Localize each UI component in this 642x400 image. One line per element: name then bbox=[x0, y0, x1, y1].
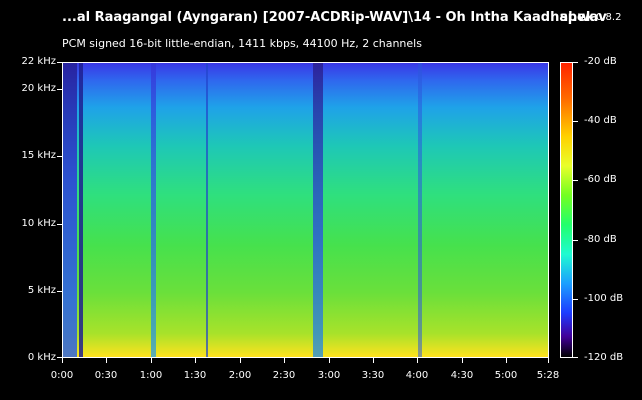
db-tick-mark bbox=[573, 62, 578, 63]
freq-tick-mark bbox=[57, 291, 62, 292]
time-tick-mark bbox=[240, 358, 241, 363]
db-tick-mark bbox=[573, 240, 578, 241]
app-name: spek bbox=[560, 10, 595, 25]
time-tick-label: 5:00 bbox=[494, 370, 518, 381]
freq-tick-label: 5 kHz bbox=[27, 285, 56, 296]
spectrogram-dark-band bbox=[79, 63, 83, 357]
time-tick-mark bbox=[462, 358, 463, 363]
time-tick-mark bbox=[417, 358, 418, 363]
spectrogram-dark-band bbox=[151, 63, 156, 357]
db-tick-label: -40 dB bbox=[584, 115, 617, 126]
time-tick-label: 2:30 bbox=[272, 370, 296, 381]
freq-tick-label: 10 kHz bbox=[21, 218, 56, 229]
db-tick-label: -20 dB bbox=[584, 56, 617, 67]
time-tick-label: 1:00 bbox=[139, 370, 163, 381]
db-tick-mark bbox=[573, 299, 578, 300]
db-tick-mark bbox=[573, 180, 578, 181]
file-title: ...al Raagangal (Ayngaran) [2007-ACDRip-… bbox=[62, 10, 607, 25]
freq-tick-mark bbox=[57, 156, 62, 157]
freq-tick-mark bbox=[57, 224, 62, 225]
app-name-label: spek bbox=[560, 10, 595, 25]
freq-tick-label: 20 kHz bbox=[21, 83, 56, 94]
db-tick-label: -120 dB bbox=[584, 352, 624, 363]
time-tick-mark bbox=[62, 358, 63, 363]
time-tick-mark bbox=[373, 358, 374, 363]
spectrogram-dark-band bbox=[313, 63, 323, 357]
freq-tick-label: 15 kHz bbox=[21, 150, 56, 161]
stream-info: PCM signed 16-bit little-endian, 1411 kb… bbox=[62, 37, 422, 50]
time-tick-label: 2:00 bbox=[228, 370, 252, 381]
db-color-scale bbox=[560, 62, 573, 358]
time-tick-mark bbox=[548, 358, 549, 363]
time-tick-mark bbox=[284, 358, 285, 363]
freq-tick-label: 0 kHz bbox=[27, 352, 56, 363]
time-tick-label: 1:30 bbox=[183, 370, 207, 381]
time-tick-mark bbox=[151, 358, 152, 363]
db-tick-mark bbox=[573, 357, 578, 358]
time-tick-label: 5:28 bbox=[536, 370, 560, 381]
db-tick-label: -80 dB bbox=[584, 234, 617, 245]
db-tick-label: -60 dB bbox=[584, 174, 617, 185]
spectrogram-dark-band bbox=[206, 63, 208, 357]
time-tick-mark bbox=[106, 358, 107, 363]
freq-tick-label: 22 kHz bbox=[21, 56, 56, 67]
time-tick-label: 3:00 bbox=[317, 370, 341, 381]
db-tick-mark bbox=[573, 121, 578, 122]
time-tick-label: 3:30 bbox=[361, 370, 385, 381]
freq-tick-mark bbox=[57, 89, 62, 90]
app-version: 0.8.2 bbox=[596, 12, 622, 23]
time-tick-mark bbox=[506, 358, 507, 363]
freq-tick-mark bbox=[57, 62, 62, 63]
time-tick-label: 0:30 bbox=[94, 370, 118, 381]
time-tick-label: 0:00 bbox=[50, 370, 74, 381]
time-tick-mark bbox=[329, 358, 330, 363]
time-tick-mark bbox=[195, 358, 196, 363]
freq-tick-mark bbox=[57, 357, 62, 358]
db-tick-label: -100 dB bbox=[584, 293, 624, 304]
spectrogram-dark-band bbox=[418, 63, 422, 357]
time-tick-label: 4:00 bbox=[405, 370, 429, 381]
spectrogram[interactable] bbox=[62, 62, 549, 358]
time-tick-label: 4:30 bbox=[450, 370, 474, 381]
spectrogram-dark-band bbox=[63, 63, 77, 357]
